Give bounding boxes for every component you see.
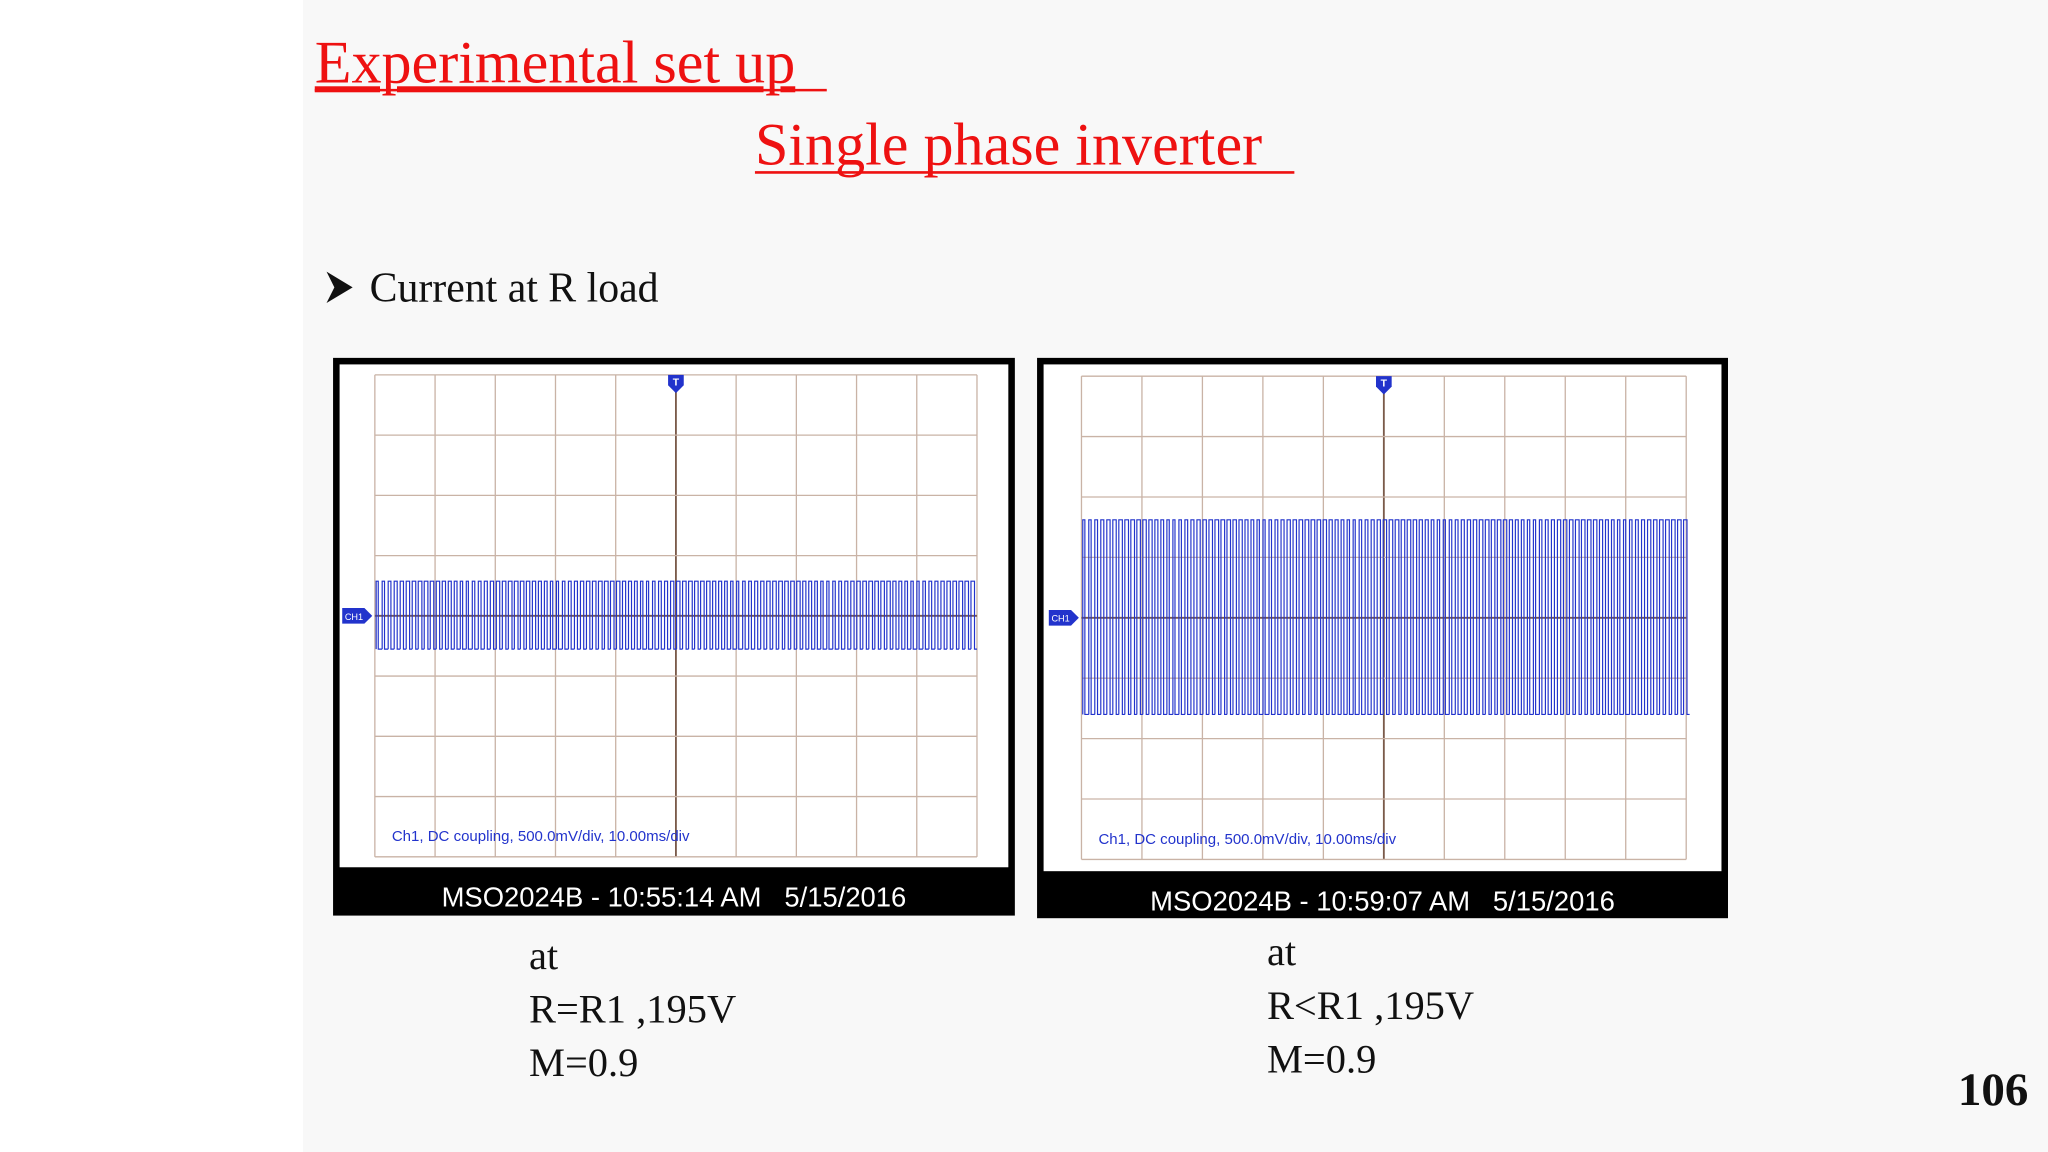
scopes: CH1 T Ch1, DC coupling, 500.0mV/div, 10.00…: [333, 357, 1728, 1085]
scope-footer: MSO2024B - 10:55:14 AM 5/15/2016: [442, 881, 907, 912]
caption-line: R<R1 ,195V: [1267, 983, 1474, 1028]
channel-marker: [1048, 609, 1079, 626]
caption-line: at: [529, 933, 558, 978]
trigger-label: T: [1381, 379, 1388, 390]
channel-marker: [342, 608, 373, 624]
bullet-text: Current at R load: [370, 266, 659, 312]
trigger-marker: [1376, 376, 1392, 395]
channel-label: CH1: [345, 612, 363, 622]
page-number: 106: [1958, 1064, 2029, 1116]
caption-line: at: [1267, 929, 1296, 974]
caption-line: M=0.9: [1267, 1036, 1376, 1081]
caption-line: M=0.9: [529, 1040, 638, 1085]
title: Experimental set up: [315, 28, 795, 95]
trigger-label: T: [673, 377, 680, 388]
subtitle: Single phase inverter: [755, 111, 1262, 178]
waveform: [375, 580, 977, 650]
oscilloscope: CH1 T Ch1, DC coupling, 500.0mV/div, 10.00…: [1037, 357, 1728, 1081]
scope-settings: Ch1, DC coupling, 500.0mV/div, 10.00ms/d…: [392, 828, 690, 845]
oscilloscope: CH1 T Ch1, DC coupling, 500.0mV/div, 10.00…: [333, 357, 1015, 1085]
bullet-arrow: [326, 271, 353, 304]
waveform: [1082, 519, 1690, 716]
scope-footer: MSO2024B - 10:59:07 AM 5/15/2016: [1150, 885, 1615, 916]
caption-line: R=R1 ,195V: [529, 987, 736, 1032]
channel-label: CH1: [1051, 614, 1069, 624]
trigger-marker: [668, 374, 684, 394]
scope-settings: Ch1, DC coupling, 500.0mV/div, 10.00ms/d…: [1098, 831, 1396, 848]
